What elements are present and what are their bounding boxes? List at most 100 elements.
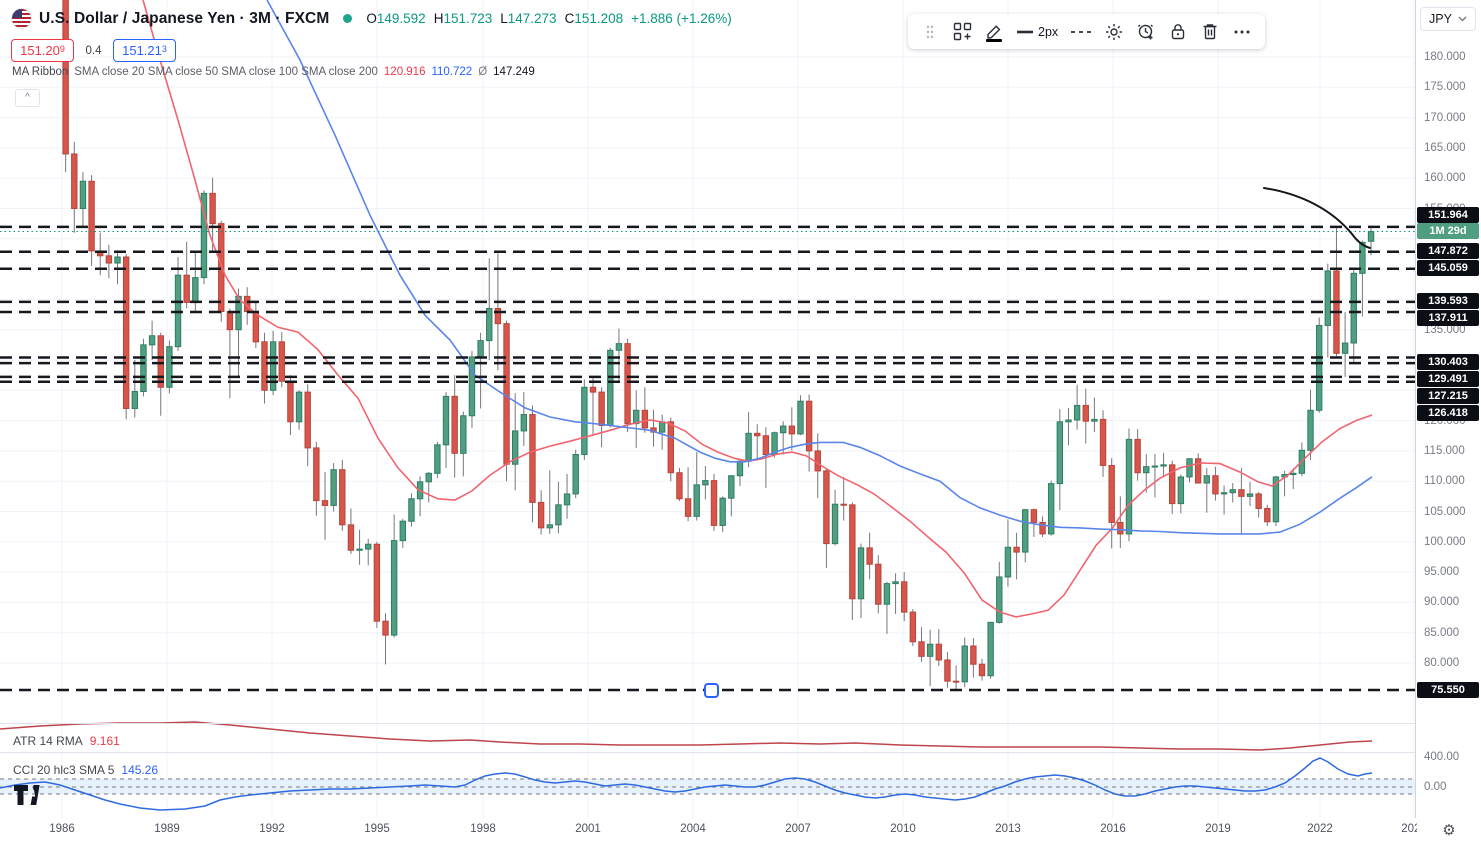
- candle-body: [762, 435, 770, 456]
- candle-body: [183, 274, 190, 303]
- candle-body: [719, 497, 726, 526]
- candle-body: [563, 493, 571, 506]
- line-style-button[interactable]: [1066, 18, 1096, 46]
- candle-body: [1022, 509, 1029, 553]
- price-level-badge: 75.550: [1417, 682, 1479, 698]
- spread-value: 0.4: [85, 44, 102, 57]
- line-width-button[interactable]: 2px: [1012, 18, 1062, 46]
- color-picker-button[interactable]: [980, 18, 1008, 46]
- lock-button[interactable]: [1164, 18, 1192, 46]
- year-label: 1995: [364, 823, 390, 835]
- indicator-name: MA Ribbon: [12, 66, 69, 78]
- cci-scale-label: 0.00: [1424, 781, 1447, 793]
- candle-body: [278, 341, 285, 382]
- candle-body: [779, 425, 787, 434]
- symbol-header: U.S. Dollar / Japanese Yen · 3M · FXCM O…: [11, 8, 732, 29]
- candle-body: [1238, 489, 1245, 497]
- cci-legend[interactable]: CCI 20 hlc3 SMA 5 145.26: [13, 763, 158, 777]
- symbol-title[interactable]: U.S. Dollar / Japanese Yen · 3M · FXCM: [39, 9, 330, 27]
- candle-body: [1039, 521, 1046, 535]
- tradingview-logo[interactable]: [14, 785, 46, 807]
- candle-body: [1073, 404, 1081, 421]
- currency-selector-button[interactable]: JPY: [1420, 7, 1476, 31]
- drag-handle[interactable]: [916, 18, 944, 46]
- settings-button[interactable]: [1100, 18, 1128, 46]
- candle-body: [1056, 421, 1064, 485]
- candle-body: [849, 504, 856, 600]
- price-level-badge: 126.418: [1417, 405, 1479, 421]
- chevron-down-icon: [1458, 16, 1467, 22]
- price-level-badge: 137.911: [1417, 310, 1479, 326]
- time-axis[interactable]: 2025 2022 2019 2016 2013 2010 2007 2004 2001 1998…: [0, 818, 1481, 841]
- drawing-anchor-marker[interactable]: [704, 683, 719, 698]
- change-value: +1.886 (+1.26%): [631, 11, 732, 26]
- candle-body: [1151, 465, 1159, 468]
- candle-body: [390, 540, 398, 636]
- price-scale-label: 180.000: [1424, 51, 1466, 63]
- year-label: 2013: [995, 823, 1021, 835]
- candle-body: [1290, 472, 1297, 476]
- year-label: 2007: [785, 823, 811, 835]
- candle-body: [79, 180, 87, 209]
- template-button[interactable]: [948, 18, 976, 46]
- low-value: L147.273: [500, 11, 557, 26]
- ma-blue-value: 110.722: [431, 66, 473, 78]
- cci-title: CCI 20 hlc3 SMA 5: [13, 763, 115, 777]
- more-options-button[interactable]: [1228, 18, 1256, 46]
- ma-ribbon-legend[interactable]: MA Ribbon SMA close 20 SMA close 50 SMA …: [12, 66, 535, 78]
- chart-canvas[interactable]: [0, 0, 1416, 818]
- candle-body: [365, 543, 372, 550]
- scale-settings-corner[interactable]: ⚙: [1417, 818, 1481, 841]
- candle-body: [460, 415, 467, 454]
- candle-body: [468, 356, 476, 417]
- price-level-badge: 139.593: [1417, 293, 1479, 309]
- candle-body: [295, 391, 303, 423]
- price-scale-label: 175.000: [1424, 81, 1466, 93]
- pane-separator-cci[interactable]: [0, 752, 1481, 753]
- candle-body: [339, 469, 346, 526]
- candle-body: [148, 335, 156, 346]
- buy-button[interactable]: 151.21 3: [113, 39, 176, 62]
- price-scale-label: 100.000: [1424, 536, 1466, 548]
- candle-body: [537, 501, 545, 529]
- year-label: 2001: [575, 823, 601, 835]
- candle-body: [330, 469, 337, 506]
- atr-value: 9.161: [89, 734, 120, 748]
- candle-body: [1065, 419, 1072, 423]
- price-scale-separator[interactable]: [1415, 0, 1416, 841]
- candle-body: [857, 547, 865, 600]
- year-label: 1986: [49, 823, 75, 835]
- price-level-badge: 147.872: [1417, 243, 1479, 259]
- year-label: 1992: [259, 823, 285, 835]
- candle-body: [1177, 476, 1185, 505]
- legend-collapse-button[interactable]: ^: [15, 89, 40, 107]
- cci-scale-label: 400.00: [1424, 751, 1460, 763]
- candle-body: [226, 311, 234, 331]
- candle-body: [321, 500, 329, 506]
- candle-body: [1203, 475, 1210, 484]
- candle-body: [356, 548, 363, 551]
- candle-body: [1194, 458, 1202, 484]
- indicator-params: SMA close 20 SMA close 50 SMA close 100 …: [74, 66, 378, 78]
- gear-icon[interactable]: ⚙: [1442, 821, 1456, 839]
- candle-body: [866, 547, 873, 565]
- price-scale[interactable]: JPY 180.000 175.000 170.000 165.000 160.000 1…: [1416, 0, 1481, 818]
- bid-ask-row: 151.20 9 0.4 151.21 3: [11, 39, 176, 62]
- pane-separator-atr[interactable]: [0, 723, 1481, 724]
- atr-legend[interactable]: ATR 14 RMA 9.161: [13, 734, 120, 748]
- candle-body: [1324, 270, 1332, 326]
- candle-body: [442, 395, 450, 446]
- countdown-badge: 1M 29d: [1417, 223, 1479, 239]
- add-alert-button[interactable]: [1132, 18, 1160, 46]
- delete-button[interactable]: [1196, 18, 1224, 46]
- candle-body: [676, 472, 683, 500]
- candle-body: [313, 447, 320, 502]
- sell-button[interactable]: 151.20 9: [11, 39, 74, 62]
- candle-body: [1082, 404, 1089, 422]
- ohlc-values: O149.592 H151.723 L147.273 C151.208 +1.8…: [366, 11, 731, 26]
- candle-body: [788, 425, 796, 435]
- year-label: 1989: [154, 823, 180, 835]
- candle-body: [952, 680, 960, 683]
- year-label: 2010: [890, 823, 916, 835]
- candle-body: [434, 444, 441, 474]
